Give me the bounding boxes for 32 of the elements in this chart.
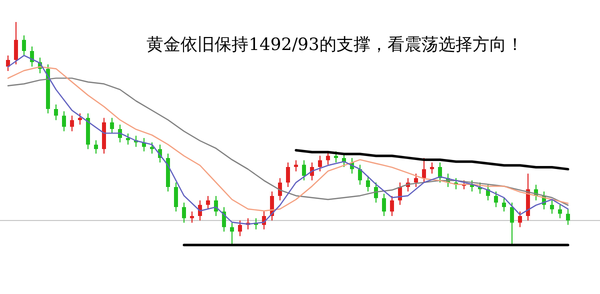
candlestick	[206, 195, 210, 210]
candlestick	[566, 208, 570, 226]
candlestick	[358, 164, 362, 186]
candlestick	[422, 158, 426, 184]
candlestick	[318, 155, 322, 172]
candlestick	[302, 160, 306, 181]
candlestick	[22, 34, 26, 56]
candlestick	[510, 202, 514, 246]
candlestick	[550, 200, 554, 214]
candlestick	[174, 182, 178, 212]
candlestick	[366, 175, 370, 192]
candlestick	[558, 204, 562, 219]
candlestick	[286, 162, 290, 188]
candlestick	[294, 160, 298, 172]
candlestick	[518, 211, 522, 228]
candlestick	[278, 178, 282, 201]
candlestick	[238, 220, 242, 237]
candlestick	[54, 104, 58, 121]
candlestick	[494, 190, 498, 208]
candlestick	[70, 115, 74, 132]
candlestick	[182, 202, 186, 224]
candlestick	[110, 117, 114, 134]
candlestick	[326, 150, 330, 166]
candlestick	[94, 140, 98, 154]
candlestick	[390, 195, 394, 217]
text: 黄金依旧保持1492/93的支撑，看震荡选择方向！	[146, 35, 524, 55]
candlestick	[382, 193, 386, 217]
candlestick	[502, 198, 506, 212]
candlestick	[414, 173, 418, 188]
candlestick	[230, 222, 234, 246]
candlestick	[62, 110, 66, 132]
candlestick	[14, 22, 18, 65]
